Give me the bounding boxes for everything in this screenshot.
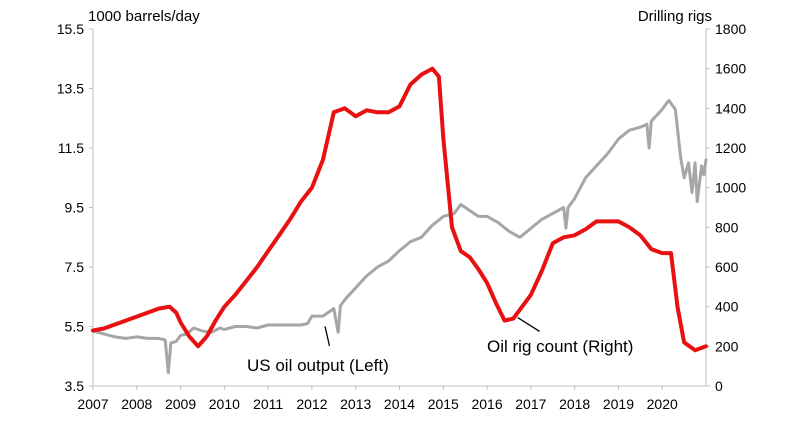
right-tick-label: 1000 <box>715 180 746 196</box>
oil-rig-count-line <box>91 66 708 353</box>
x-tick-label: 2011 <box>253 396 283 412</box>
left-tick-label: 13.5 <box>57 81 84 97</box>
left-tick-label: 3.5 <box>65 378 85 394</box>
right-tick-label: 0 <box>715 378 723 394</box>
annotation-leader-rigs <box>517 317 540 333</box>
us-oil-output-line <box>91 98 708 375</box>
right-axis-title: Drilling rigs <box>638 8 712 25</box>
right-tick-label: 800 <box>715 219 739 235</box>
x-tick-label: 2015 <box>428 396 459 412</box>
x-tick-label: 2014 <box>384 396 415 412</box>
right-tick-label: 1400 <box>715 100 746 116</box>
right-tick-label: 600 <box>715 259 739 275</box>
x-tick-label: 2013 <box>340 396 371 412</box>
x-tick-label: 2008 <box>121 396 152 412</box>
left-axis-title: 1000 barrels/day <box>88 8 200 25</box>
left-tick-label: 15.5 <box>57 21 84 37</box>
annotation-us-oil-output: US oil output (Left) <box>247 356 389 375</box>
x-tick-label: 2017 <box>515 396 546 412</box>
x-tick-label: 2009 <box>165 396 196 412</box>
x-tick-label: 2012 <box>296 396 327 412</box>
right-tick-label: 400 <box>715 299 739 315</box>
right-tick-label: 1600 <box>715 61 746 77</box>
annotations: US oil output (Left) Oil rig count (Right… <box>247 317 633 375</box>
x-tick-label: 2016 <box>471 396 502 412</box>
x-tick-label: 2010 <box>209 396 240 412</box>
annotation-oil-rig-count: Oil rig count (Right) <box>487 337 633 356</box>
x-tick-label: 2007 <box>77 396 108 412</box>
series-lines <box>91 66 708 375</box>
left-tick-label: 7.5 <box>65 259 85 275</box>
x-tick-label: 2018 <box>559 396 590 412</box>
x-tick-label: 2020 <box>647 396 678 412</box>
right-tick-label: 1200 <box>715 140 746 156</box>
tick-labels: 3.5 5.5 7.5 9.5 11.5 13.5 15.5 0 200 400 600 800 100… <box>57 21 747 412</box>
annotation-leader-output <box>324 326 331 346</box>
right-tick-label: 1800 <box>715 21 746 37</box>
left-tick-label: 11.5 <box>58 140 84 156</box>
left-tick-label: 5.5 <box>65 319 85 335</box>
right-tick-label: 200 <box>715 338 739 354</box>
left-tick-label: 9.5 <box>65 200 85 216</box>
x-tick-label: 2019 <box>603 396 634 412</box>
